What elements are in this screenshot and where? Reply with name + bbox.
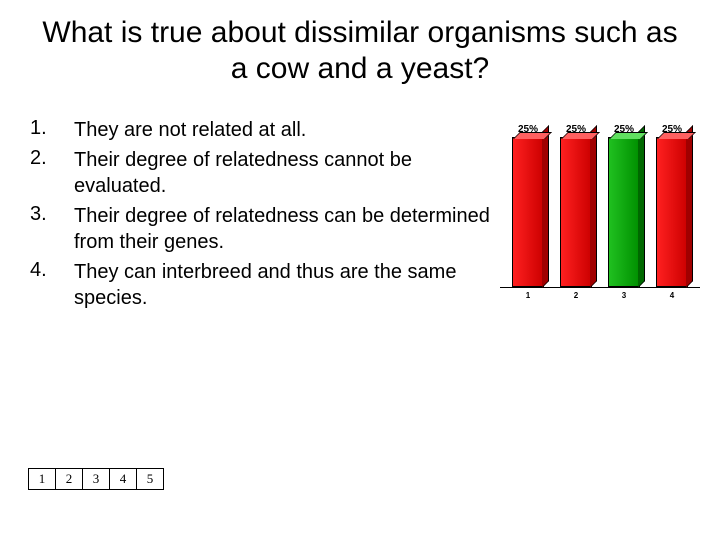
bar-column: 25% xyxy=(602,124,646,287)
countdown-box[interactable]: 4 xyxy=(109,468,137,490)
poll-chart: 25% 25% 25% 25% 1 2 3 4 xyxy=(500,117,700,317)
countdown-strip: 1 2 3 4 5 xyxy=(28,468,164,490)
answer-row: 3. Their degree of relatedness can be de… xyxy=(30,203,490,255)
chart-bars: 25% 25% 25% 25% xyxy=(500,117,700,287)
countdown-box[interactable]: 5 xyxy=(136,468,164,490)
axis-label: 3 xyxy=(602,288,646,300)
bar-column: 25% xyxy=(506,124,550,287)
axis-label: 4 xyxy=(650,288,694,300)
answer-text: They can interbreed and thus are the sam… xyxy=(74,259,490,311)
content-area: 1. They are not related at all. 2. Their… xyxy=(0,97,720,317)
answers-list: 1. They are not related at all. 2. Their… xyxy=(30,117,500,317)
answer-row: 4. They can interbreed and thus are the … xyxy=(30,259,490,311)
answer-text: They are not related at all. xyxy=(74,117,306,143)
question-title: What is true about dissimilar organisms … xyxy=(0,0,720,97)
axis-label: 1 xyxy=(506,288,550,300)
answer-text: Their degree of relatedness cannot be ev… xyxy=(74,147,490,199)
countdown-box[interactable]: 1 xyxy=(28,468,56,490)
countdown-box[interactable]: 2 xyxy=(55,468,83,490)
answer-number: 4. xyxy=(30,259,74,311)
answer-number: 3. xyxy=(30,203,74,255)
bar-rect xyxy=(560,137,592,287)
countdown-box[interactable]: 3 xyxy=(82,468,110,490)
bar-rect xyxy=(608,137,640,287)
bar-rect xyxy=(512,137,544,287)
answer-row: 1. They are not related at all. xyxy=(30,117,490,143)
answer-row: 2. Their degree of relatedness cannot be… xyxy=(30,147,490,199)
answer-number: 2. xyxy=(30,147,74,199)
bar-column: 25% xyxy=(650,124,694,287)
answer-text: Their degree of relatedness can be deter… xyxy=(74,203,490,255)
axis-label: 2 xyxy=(554,288,598,300)
bar-rect xyxy=(656,137,688,287)
answer-number: 1. xyxy=(30,117,74,143)
chart-axis: 1 2 3 4 xyxy=(500,287,700,300)
bar-column: 25% xyxy=(554,124,598,287)
